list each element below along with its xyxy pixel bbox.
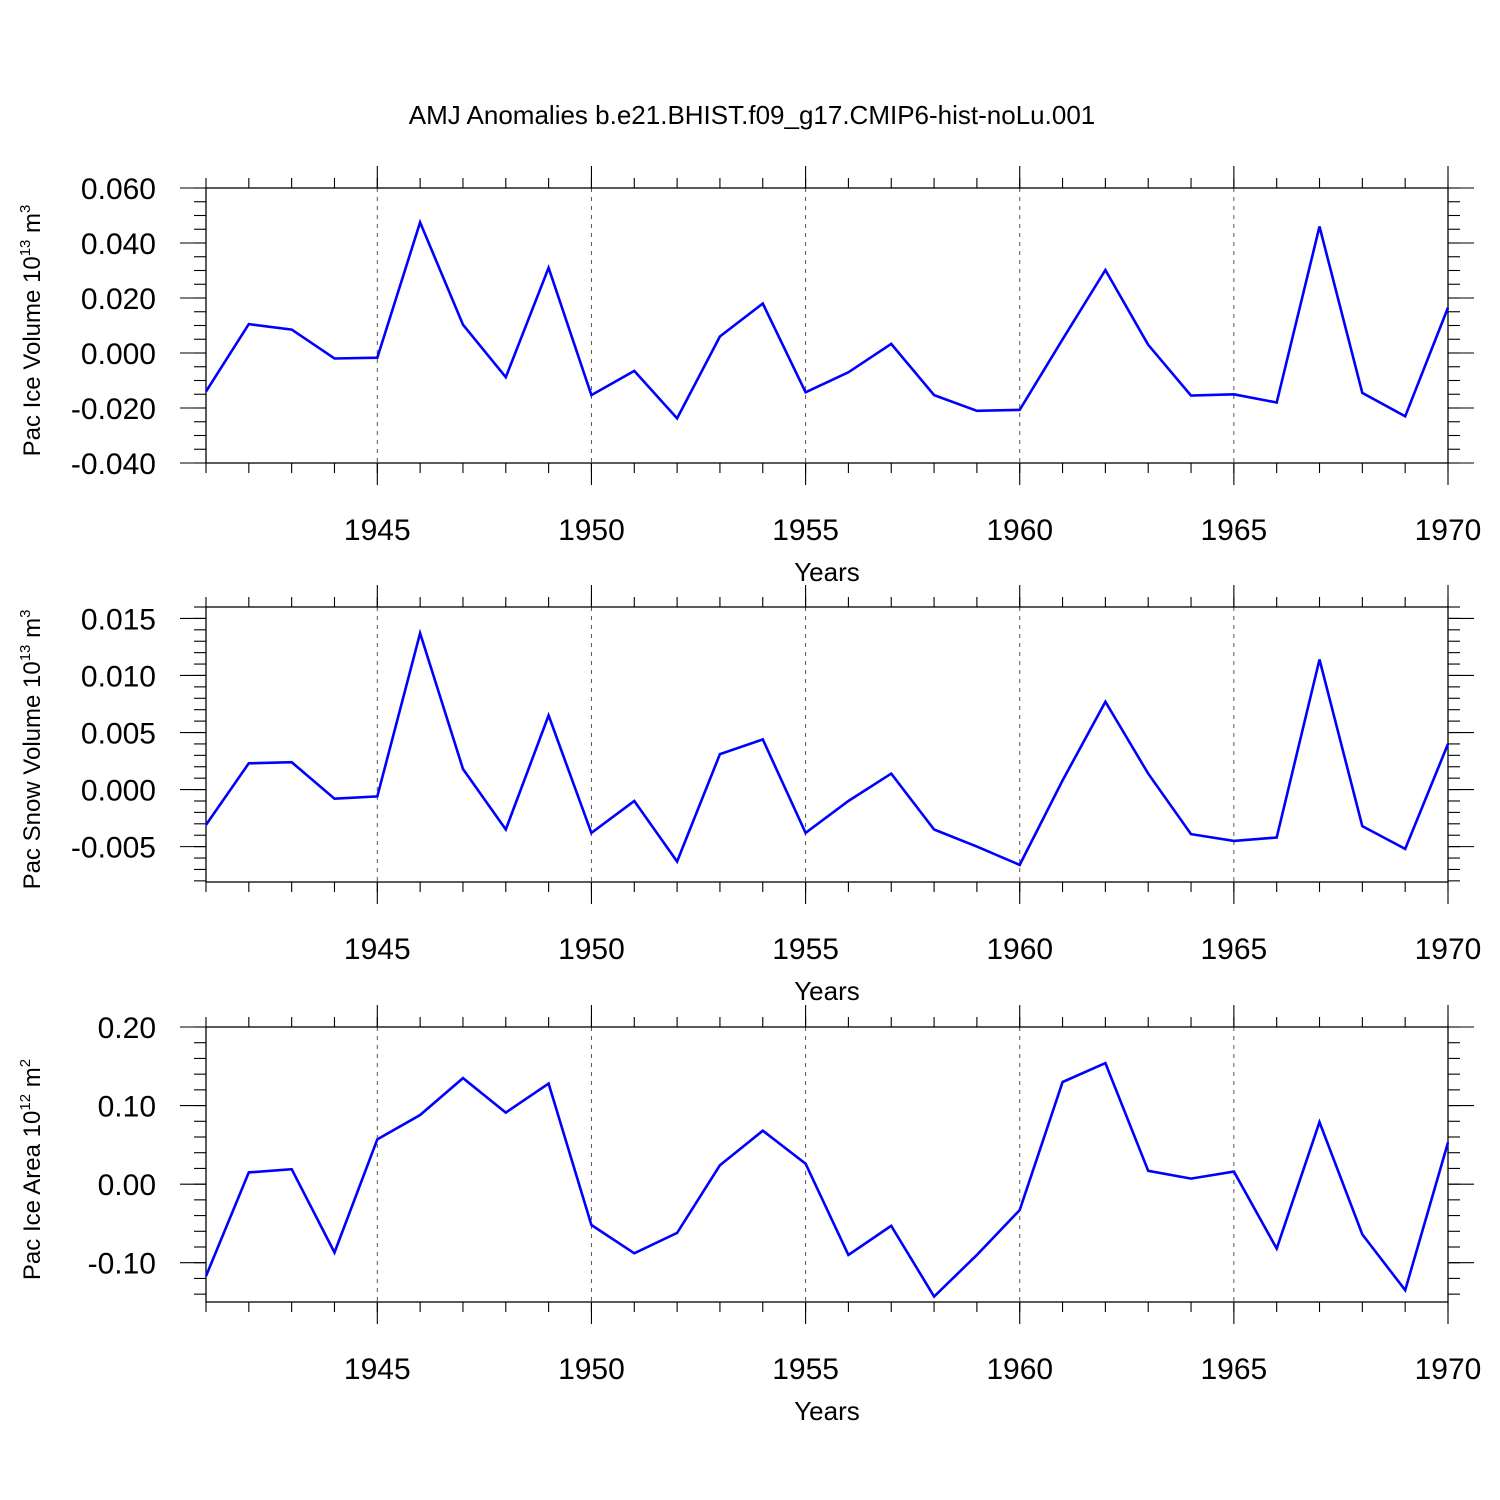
x-tick-label: 1945 bbox=[344, 1353, 411, 1386]
x-tick-label: 1945 bbox=[344, 933, 411, 966]
x-tick-label: 1950 bbox=[558, 1353, 625, 1386]
x-tick-label: 1970 bbox=[1415, 1353, 1482, 1386]
y-tick-label: -0.020 bbox=[71, 393, 156, 426]
y-tick-label: 0.005 bbox=[81, 718, 156, 751]
y-axis-label: Pac Ice Area 1012 m2 bbox=[17, 1059, 46, 1280]
x-tick-label: 1960 bbox=[986, 933, 1053, 966]
y-tick-label: 0.010 bbox=[81, 660, 156, 693]
chart-panel-2: -0.005 0.000 0.005 0.010 0.015 1945 1950 1955 19… bbox=[17, 585, 1481, 1006]
y-tick-label: -0.005 bbox=[71, 832, 156, 865]
x-tick-label: 1970 bbox=[1415, 933, 1482, 966]
data-series-line bbox=[204, 218, 1450, 421]
x-tick-label: 1945 bbox=[344, 514, 411, 547]
x-tick-label: 1955 bbox=[772, 933, 839, 966]
plot-frame bbox=[205, 187, 1449, 464]
data-series-line bbox=[204, 1061, 1450, 1299]
chart-panel-3: -0.10 0.00 0.10 0.20 1945 1950 1955 1960 1965 197… bbox=[17, 1005, 1481, 1426]
chart-title: AMJ Anomalies b.e21.BHIST.f09_g17.CMIP6-… bbox=[409, 100, 1096, 130]
y-tick-label: -0.040 bbox=[71, 448, 156, 481]
x-tick-label: 1960 bbox=[986, 1353, 1053, 1386]
y-axis-label: Pac Ice Volume 1013 m3 bbox=[17, 205, 46, 457]
x-tick-label: 1965 bbox=[1200, 933, 1267, 966]
x-tick-label: 1965 bbox=[1200, 1353, 1267, 1386]
y-tick-label: 0.020 bbox=[81, 283, 156, 316]
y-tick-label: 0.060 bbox=[81, 173, 156, 206]
chart-panel-1: -0.040 -0.020 0.000 0.020 0.040 0.060 1945 1950… bbox=[17, 166, 1481, 587]
y-tick-label: 0.040 bbox=[81, 228, 156, 261]
y-tick-label: 0.10 bbox=[98, 1091, 156, 1124]
y-axis-label: Pac Snow Volume 1013 m3 bbox=[17, 610, 46, 890]
y-tick-label: 0.000 bbox=[81, 338, 156, 371]
x-tick-label: 1970 bbox=[1415, 514, 1482, 547]
data-series-line bbox=[204, 628, 1450, 867]
x-tick-label: 1955 bbox=[772, 514, 839, 547]
plot-frame bbox=[205, 606, 1449, 883]
x-tick-label: 1955 bbox=[772, 1353, 839, 1386]
x-tick-label: 1950 bbox=[558, 933, 625, 966]
y-tick-label: 0.20 bbox=[98, 1012, 156, 1045]
x-axis-label: Years bbox=[794, 976, 860, 1006]
plot-frame bbox=[205, 1026, 1449, 1303]
y-tick-label: -0.10 bbox=[88, 1248, 156, 1281]
y-tick-label: 0.000 bbox=[81, 775, 156, 808]
x-tick-label: 1950 bbox=[558, 514, 625, 547]
x-tick-label: 1960 bbox=[986, 514, 1053, 547]
x-axis-label: Years bbox=[794, 1396, 860, 1426]
y-tick-label: 0.015 bbox=[81, 603, 156, 636]
x-tick-label: 1965 bbox=[1200, 514, 1267, 547]
y-tick-label: 0.00 bbox=[98, 1169, 156, 1202]
x-axis-label: Years bbox=[794, 557, 860, 587]
